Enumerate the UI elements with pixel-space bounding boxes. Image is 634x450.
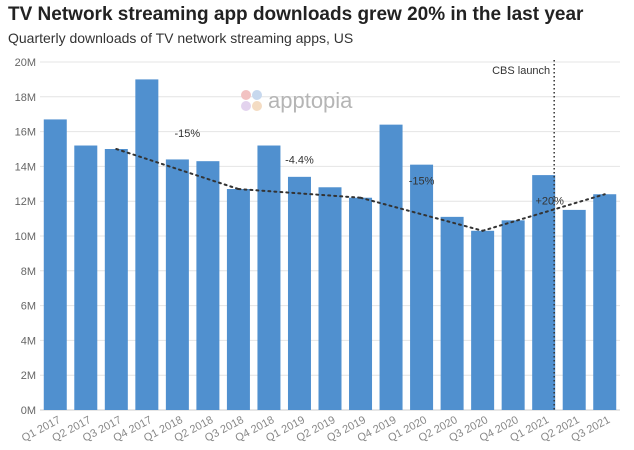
chart-subtitle: Quarterly downloads of TV network stream… (8, 30, 354, 46)
watermark: apptopia (241, 88, 353, 113)
annotation-label: CBS launch (492, 65, 550, 77)
trend-label: -15% (175, 128, 201, 140)
trend-label: +20% (535, 196, 564, 208)
bar (532, 175, 556, 410)
y-tick-label: 6M (21, 301, 36, 313)
y-tick-label: 14M (15, 161, 36, 173)
apptopia-logo-dots-icon (241, 90, 262, 111)
bar (135, 79, 159, 411)
y-tick-label: 8M (21, 266, 36, 278)
bars (43, 79, 617, 411)
y-tick-label: 20M (15, 57, 36, 69)
bar (471, 230, 495, 410)
trend-line (115, 148, 240, 191)
trend-line (237, 188, 362, 199)
bar (440, 216, 464, 410)
y-tick-label: 10M (15, 231, 36, 243)
bar (43, 119, 67, 411)
bar (165, 159, 189, 410)
trend-lines: -15% -4.4% -15% +20% (115, 128, 606, 232)
chart-title: TV Network streaming app downloads grew … (8, 4, 584, 25)
bar (196, 161, 220, 410)
y-tick-label: 18M (15, 92, 36, 104)
bar (349, 197, 373, 410)
bar (379, 124, 403, 410)
trend-label: -15% (409, 175, 435, 187)
y-axis-ticks: 0M 2M 4M 6M 8M 10M 12M 14M 16M 18M 20M (15, 57, 36, 417)
y-tick-label: 4M (21, 335, 36, 347)
bar (287, 176, 311, 410)
y-tick-label: 12M (15, 196, 36, 208)
watermark-text: apptopia (268, 88, 353, 113)
y-tick-label: 2M (21, 370, 36, 382)
annotations: CBS launch (492, 60, 555, 410)
bar (226, 189, 250, 410)
bar (104, 149, 128, 410)
bar (257, 145, 281, 410)
bar (74, 145, 98, 410)
y-tick-label: 0M (21, 405, 36, 417)
bar (562, 209, 586, 410)
bar (593, 194, 617, 410)
bar (318, 187, 342, 410)
bar (410, 164, 434, 410)
y-tick-label: 16M (15, 127, 36, 139)
bar (501, 220, 525, 410)
trend-label: -4.4% (285, 154, 314, 166)
